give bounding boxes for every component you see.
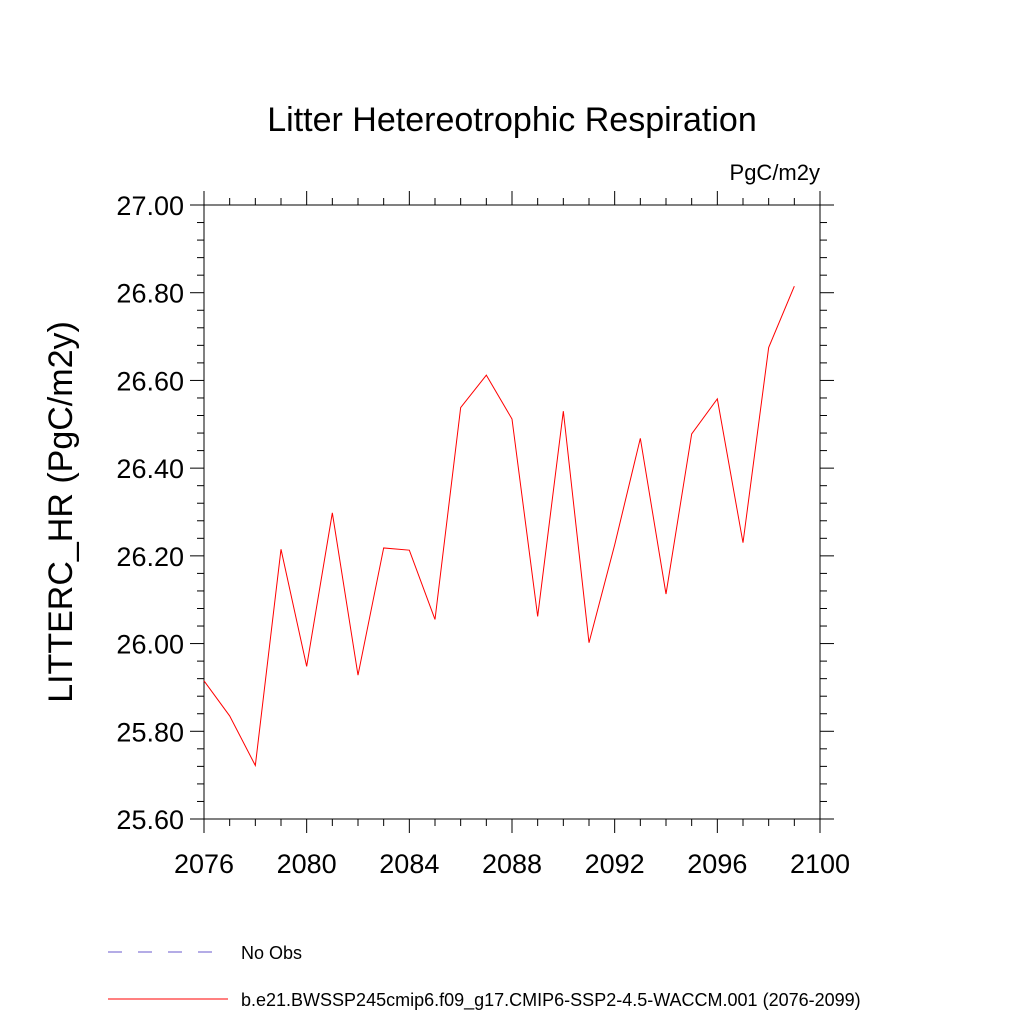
series-line: [203, 285, 795, 768]
y-tick-label: 27.00: [116, 191, 184, 221]
x-tick-label: 2092: [585, 849, 645, 879]
x-tick-label: 2088: [482, 849, 542, 879]
legend-label: No Obs: [241, 943, 302, 963]
legend-label: b.e21.BWSSP245cmip6.f09_g17.CMIP6-SSP2-4…: [241, 990, 861, 1011]
x-tick-label: 2084: [379, 849, 439, 879]
series-layer: [203, 285, 795, 768]
x-tick-label: 2096: [687, 849, 747, 879]
y-axis-label: LITTERC_HR (PgC/m2y): [42, 321, 80, 703]
y-tick-label: 25.80: [116, 717, 184, 747]
x-tick-label: 2076: [174, 849, 234, 879]
y-tick-label: 26.20: [116, 542, 184, 572]
units-label: PgC/m2y: [730, 160, 820, 185]
legend: No Obs b.e21.BWSSP245cmip6.f09_g17.CMIP6-…: [108, 943, 861, 1011]
y-tick-label: 25.60: [116, 805, 184, 835]
y-tick-label: 26.40: [116, 454, 184, 484]
y-tick-label: 26.80: [116, 279, 184, 309]
x-tick-label: 2080: [277, 849, 337, 879]
y-tick-label: 26.60: [116, 366, 184, 396]
y-tick-label: 26.00: [116, 630, 184, 660]
chart-title: Litter Hetereotrophic Respiration: [267, 101, 756, 139]
x-tick-label: 2100: [790, 849, 850, 879]
plot-frame: [203, 204, 821, 820]
axis-ticks: 2076 2080 2084 2088 2092 2096 2100 25.60 25.80 26…: [116, 191, 850, 879]
